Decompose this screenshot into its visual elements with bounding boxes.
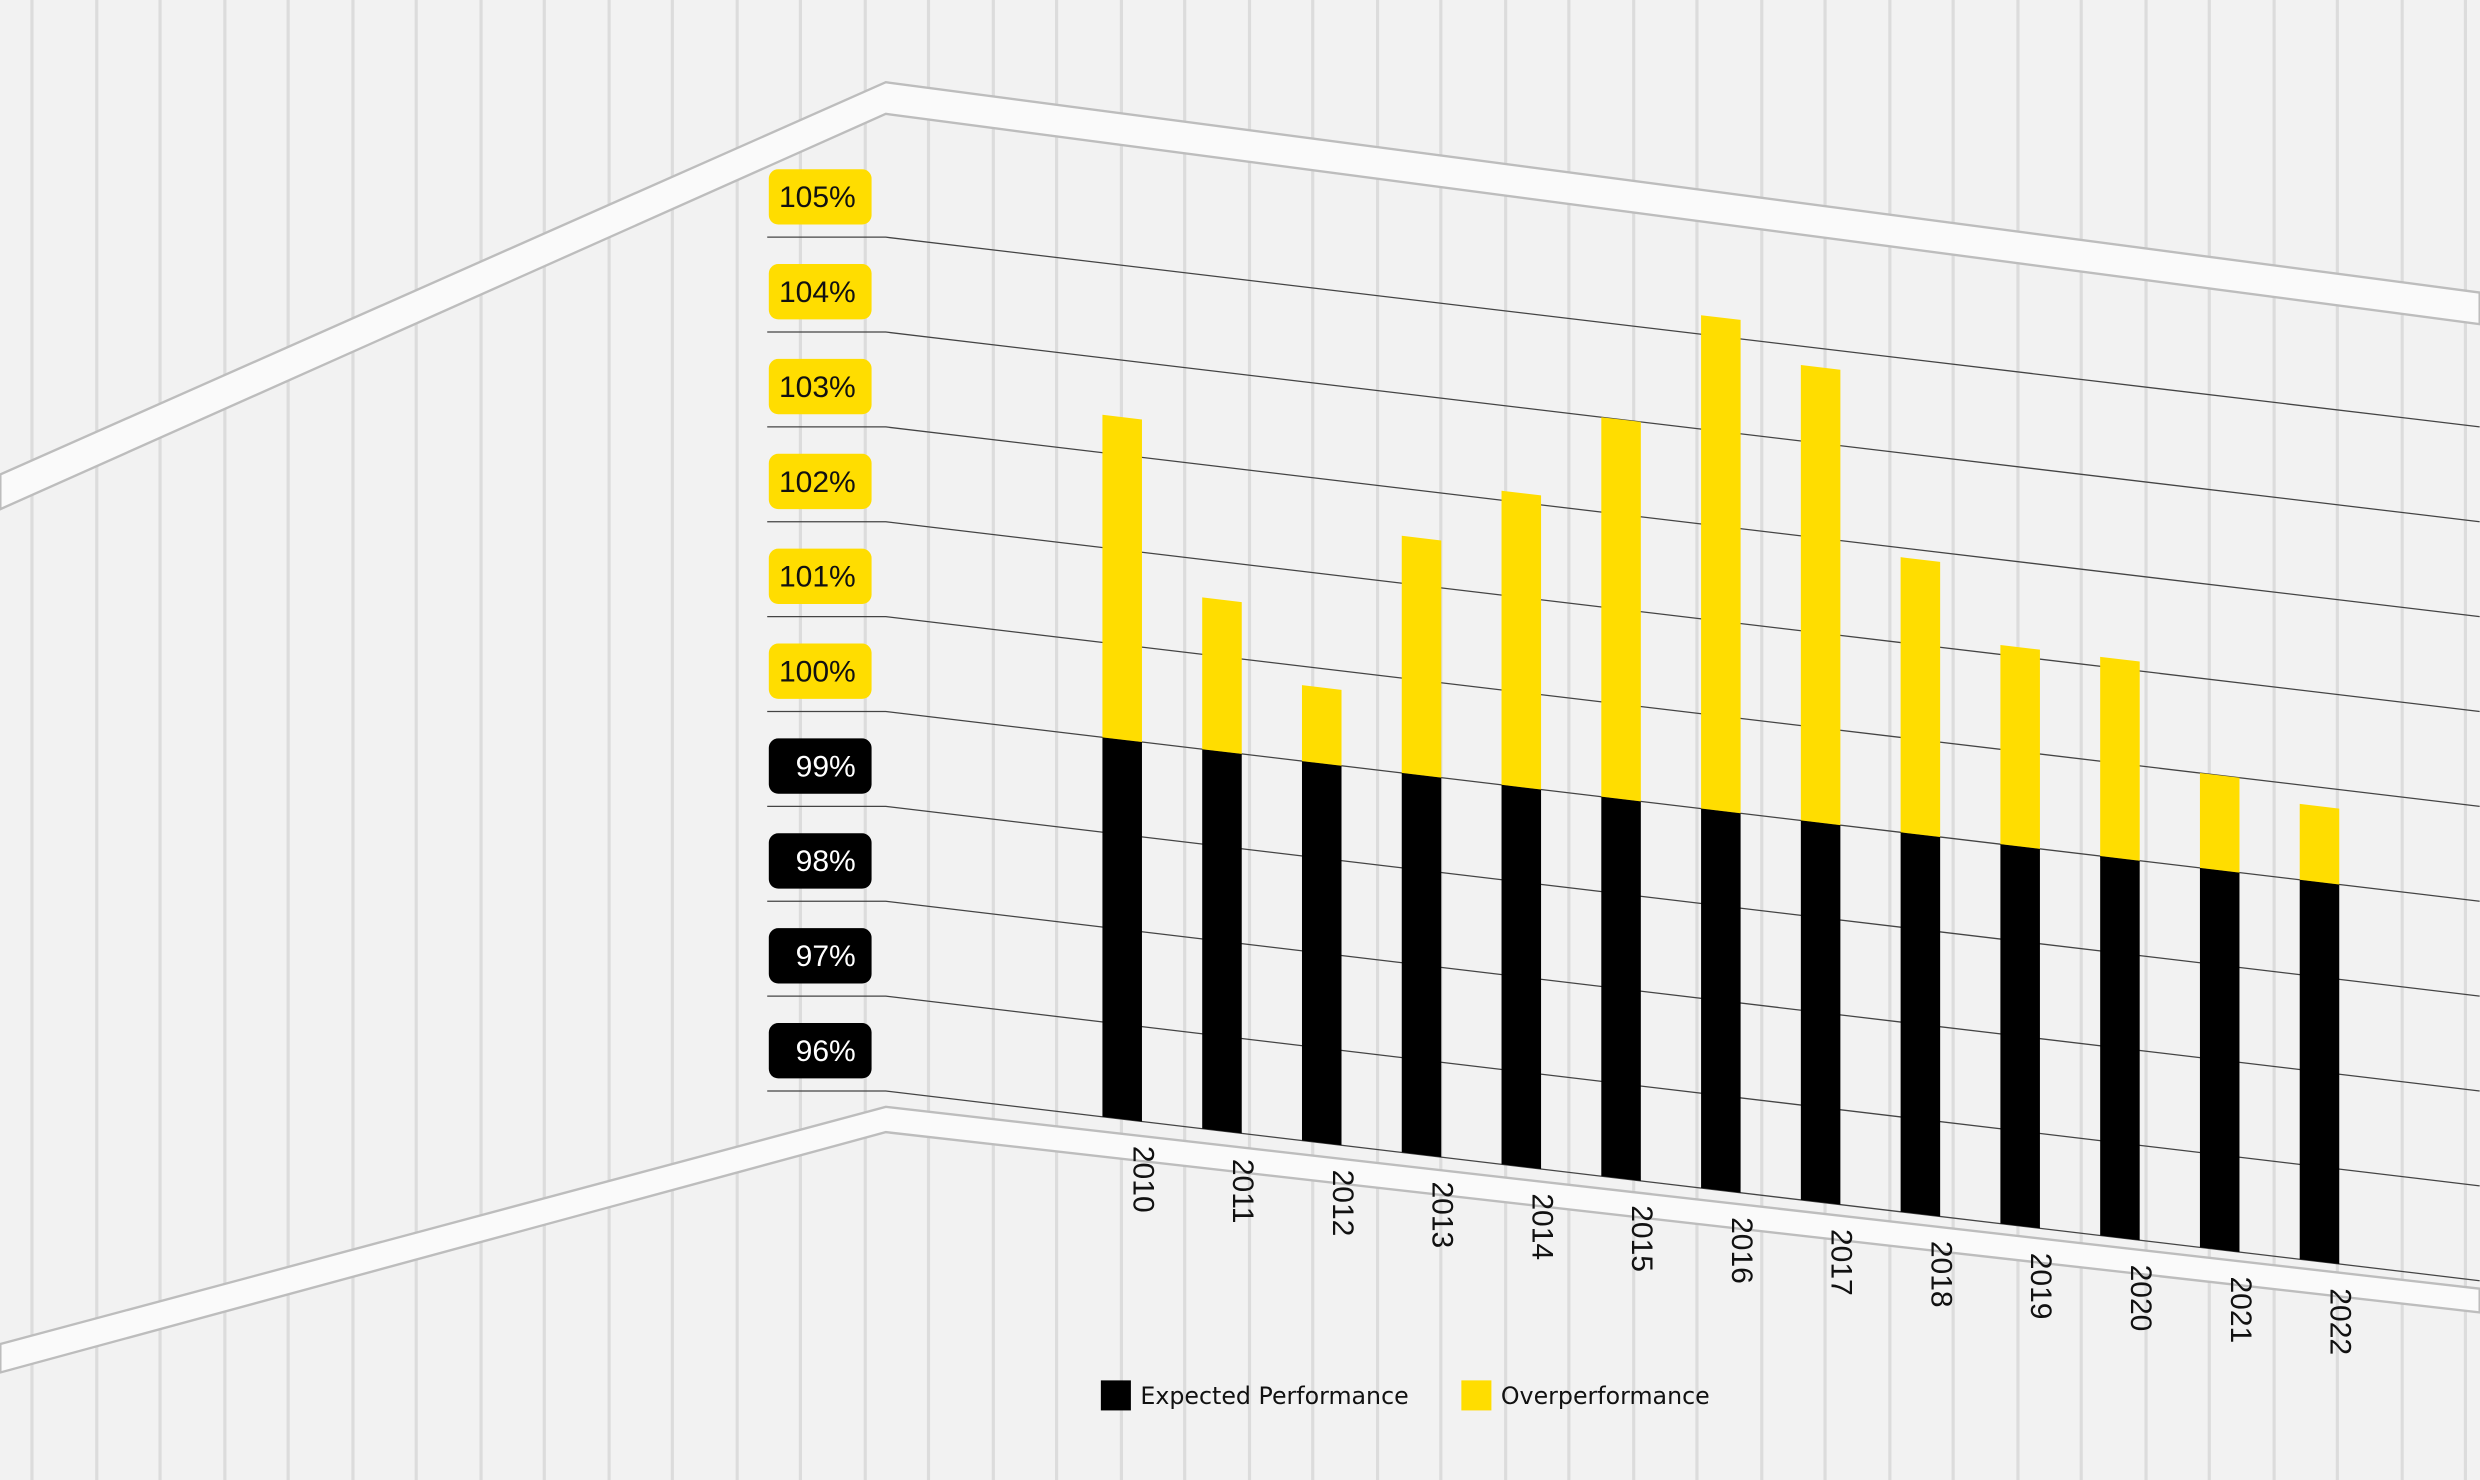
bar-overperformance-2020 — [2100, 656, 2140, 861]
bar-overperformance-2017 — [1800, 365, 1841, 826]
bar-overperformance-2013 — [1401, 535, 1442, 778]
gridline — [767, 521, 2480, 713]
x-tick-label: 2022 — [2324, 1288, 2357, 1355]
gridlines — [767, 236, 2480, 1282]
bar-expected-2013 — [1401, 772, 1442, 1158]
y-tick-badge — [768, 548, 872, 605]
y-tick-badge — [768, 643, 872, 699]
bar-overperformance-2016 — [1701, 315, 1741, 814]
bar-expected-2018 — [1900, 832, 1941, 1217]
y-tick-label: 103% — [779, 371, 856, 404]
y-tick-label: 104% — [779, 276, 856, 309]
bars — [1102, 315, 2340, 1264]
bar-overperformance-2012 — [1301, 685, 1342, 766]
gridline — [767, 805, 2480, 997]
x-tick-label: 2016 — [1725, 1217, 1758, 1284]
bar-overperformance-2014 — [1501, 490, 1542, 790]
bar-expected-2017 — [1800, 820, 1841, 1205]
y-tick-badge — [768, 453, 872, 510]
y-tick-label: 99% — [796, 750, 856, 783]
bar-expected-2019 — [2000, 844, 2040, 1229]
x-tick-label: 2011 — [1226, 1159, 1259, 1224]
y-tick-label: 101% — [779, 561, 856, 594]
bar-expected-2015 — [1601, 796, 1641, 1181]
bar-overperformance-2010 — [1102, 414, 1142, 743]
x-tick-label: 2019 — [2024, 1253, 2057, 1320]
legend-label-expected: Expected Performance — [1140, 1382, 1408, 1410]
y-tick-label: 96% — [796, 1035, 856, 1068]
gridline — [767, 236, 2480, 428]
x-axis-labels: 2010 2011 2012 2013 2014 2015 2016 2017 2018 2019… — [1126, 1146, 2356, 1355]
legend: Expected Performance Overperformance — [1100, 1380, 1710, 1411]
gridline — [767, 1090, 2480, 1282]
y-tick-label: 105% — [779, 181, 856, 214]
gridline — [767, 900, 2480, 1092]
legend-swatch-expected — [1100, 1380, 1131, 1411]
bar-overperformance-2019 — [2000, 644, 2040, 849]
bar-expected-2014 — [1501, 784, 1542, 1170]
y-tick-badge — [768, 1023, 872, 1079]
bar-overperformance-2011 — [1202, 597, 1242, 754]
bar-expected-2011 — [1202, 749, 1242, 1134]
x-tick-label: 2018 — [1924, 1241, 1957, 1308]
bar-overperformance-2021 — [2199, 773, 2240, 873]
y-tick-badge — [768, 738, 872, 794]
gridline — [767, 616, 2480, 807]
bar-overperformance-2015 — [1601, 417, 1641, 802]
legend-label-overperformance: Overperformance — [1501, 1382, 1710, 1410]
bar-expected-2022 — [2299, 879, 2340, 1264]
x-tick-label: 2015 — [1625, 1205, 1658, 1272]
y-tick-badge — [768, 833, 872, 889]
y-axis-labels: 105% 104% 103% 102% 101% 100% 99% 98% 97% 96% — [768, 169, 872, 1079]
gridline — [767, 331, 2480, 523]
x-tick-label: 2010 — [1126, 1146, 1159, 1213]
gridline — [767, 426, 2480, 618]
bar-expected-2020 — [2100, 856, 2140, 1241]
y-tick-label: 97% — [796, 940, 856, 973]
bar-expected-2012 — [1301, 761, 1342, 1146]
gridline — [767, 995, 2480, 1187]
y-tick-label: 100% — [779, 655, 856, 688]
bar-expected-2016 — [1701, 808, 1741, 1193]
y-tick-badge — [768, 264, 872, 320]
x-tick-label: 2021 — [2224, 1276, 2257, 1343]
x-tick-label: 2014 — [1525, 1193, 1558, 1260]
x-tick-label: 2012 — [1326, 1170, 1359, 1237]
y-tick-badge — [768, 928, 872, 984]
bar-overperformance-2022 — [2299, 803, 2340, 885]
bar-overperformance-2018 — [1900, 557, 1941, 838]
x-tick-label: 2013 — [1426, 1181, 1459, 1248]
y-tick-badge — [768, 358, 872, 415]
y-tick-label: 98% — [796, 845, 856, 878]
bar-expected-2010 — [1102, 737, 1142, 1122]
y-tick-badge — [768, 169, 872, 225]
bar-expected-2021 — [2199, 867, 2240, 1253]
x-tick-label: 2017 — [1825, 1229, 1858, 1296]
y-tick-label: 102% — [779, 466, 856, 499]
legend-swatch-overperformance — [1461, 1380, 1492, 1411]
gridline — [767, 710, 2480, 902]
x-tick-label: 2020 — [2124, 1265, 2157, 1332]
